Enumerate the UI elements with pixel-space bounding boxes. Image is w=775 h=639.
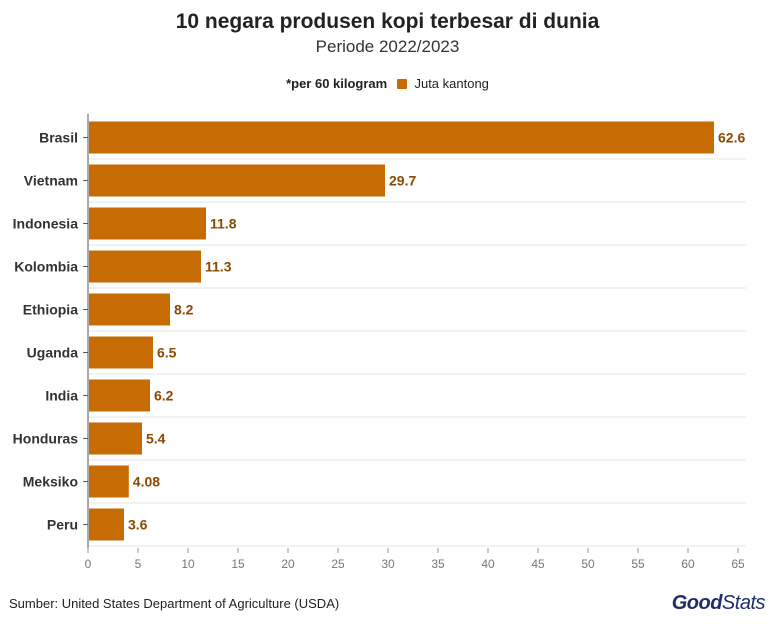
x-tick-label: 5 bbox=[135, 557, 142, 571]
x-tick-label: 65 bbox=[731, 557, 745, 571]
value-label: 11.8 bbox=[210, 216, 237, 232]
x-tick-label: 15 bbox=[231, 557, 245, 571]
bar bbox=[89, 379, 150, 412]
x-tick-label: 55 bbox=[631, 557, 645, 571]
unit-note: *per 60 kilogram bbox=[286, 76, 388, 91]
value-label: 6.5 bbox=[157, 345, 177, 361]
category-label: Ethiopia bbox=[23, 302, 78, 318]
x-tick-label: 45 bbox=[531, 557, 545, 571]
x-tick-label: 0 bbox=[85, 557, 92, 571]
category-label: Honduras bbox=[13, 431, 79, 447]
category-label: Meksiko bbox=[23, 474, 78, 490]
x-tick-label: 50 bbox=[581, 557, 595, 571]
x-tick-label: 30 bbox=[381, 557, 395, 571]
x-tick-label: 35 bbox=[431, 557, 445, 571]
bar-chart: Brasil 62.6 Vietnam 29.7 Indonesia 11.8 Kolomb… bbox=[13, 114, 746, 571]
chart-subtitle: Periode 2022/2023 bbox=[315, 37, 460, 56]
category-label: Indonesia bbox=[13, 216, 79, 232]
bar bbox=[89, 293, 170, 326]
bar bbox=[89, 121, 714, 154]
bar bbox=[89, 465, 129, 498]
x-tick-label: 20 bbox=[281, 557, 295, 571]
x-tick-label: 10 bbox=[181, 557, 195, 571]
source-note: Sumber: United States Department of Agri… bbox=[9, 596, 340, 611]
value-label: 3.6 bbox=[128, 517, 148, 533]
logo-stats: Stats bbox=[721, 592, 766, 614]
goodstats-logo: GoodStats bbox=[671, 592, 766, 615]
category-label: Kolombia bbox=[14, 259, 78, 275]
value-label: 11.3 bbox=[205, 259, 232, 275]
value-label: 8.2 bbox=[174, 302, 194, 318]
value-label: 5.4 bbox=[146, 431, 166, 447]
value-label: 62.6 bbox=[718, 130, 745, 146]
bar bbox=[89, 207, 206, 240]
category-label: India bbox=[45, 388, 78, 404]
value-label: 4.08 bbox=[133, 474, 160, 490]
category-label: Peru bbox=[47, 517, 78, 533]
legend: *per 60 kilogram Juta kantong bbox=[0, 76, 775, 91]
bar bbox=[89, 164, 385, 197]
chart-title: 10 negara produsen kopi terbesar di duni… bbox=[175, 10, 600, 33]
category-label: Uganda bbox=[27, 345, 79, 361]
x-tick-label: 40 bbox=[481, 557, 495, 571]
legend-label: Juta kantong bbox=[414, 76, 489, 91]
value-label: 6.2 bbox=[154, 388, 174, 404]
category-label: Vietnam bbox=[24, 173, 78, 189]
value-label: 29.7 bbox=[389, 173, 416, 189]
bar bbox=[89, 250, 201, 283]
category-label: Brasil bbox=[39, 130, 78, 146]
x-tick-label: 25 bbox=[331, 557, 345, 571]
bar bbox=[89, 422, 142, 455]
x-tick-label: 60 bbox=[681, 557, 695, 571]
bar bbox=[89, 508, 124, 541]
legend-swatch bbox=[396, 79, 407, 89]
bar bbox=[89, 336, 153, 369]
logo-good: Good bbox=[671, 592, 723, 614]
